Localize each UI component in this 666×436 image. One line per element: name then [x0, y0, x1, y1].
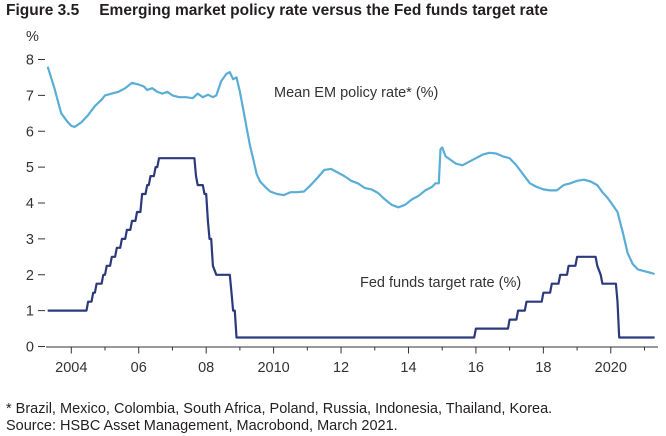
- x-tick-label: 08: [198, 360, 214, 376]
- x-tick-label: 06: [131, 360, 147, 376]
- y-tick-label: 7: [26, 88, 34, 104]
- label-fed-funds-rate: Fed funds target rate (%): [360, 275, 521, 291]
- series-line-em-policy-rate: [46, 66, 655, 276]
- figure-number: Figure 3.5: [6, 2, 80, 19]
- figure-title: Emerging market policy rate versus the F…: [99, 2, 548, 19]
- annotations: Mean EM policy rate* (%) Fed funds target…: [274, 85, 521, 291]
- footnote: * Brazil, Mexico, Colombia, South Africa…: [6, 401, 553, 417]
- y-tick-label: 0: [26, 340, 34, 356]
- y-tick-label: 3: [26, 232, 34, 248]
- x-tick-label: 12: [333, 360, 349, 376]
- chart-title: Figure 3.5 Emerging market policy rate ve…: [6, 2, 548, 20]
- y-tick-label: 5: [26, 160, 34, 176]
- label-em-policy-rate: Mean EM policy rate* (%): [274, 85, 438, 101]
- x-tick-label: 16: [468, 360, 484, 376]
- x-tick-label: 18: [535, 360, 551, 376]
- source-note: Source: HSBC Asset Management, Macrobond…: [6, 418, 398, 434]
- x-tick-label: 2020: [595, 360, 627, 376]
- y-tick-label: 4: [26, 196, 34, 212]
- y-axis-unit: %: [26, 29, 39, 45]
- x-tick-label: 14: [400, 360, 416, 376]
- y-tick-label: 2: [26, 268, 34, 284]
- y-tick-label: 1: [26, 304, 34, 320]
- x-tick-label: 2010: [257, 360, 289, 376]
- y-axis: % 0 1 2 3 4 5 6 7 8: [26, 29, 45, 356]
- y-tick-label: 8: [26, 53, 34, 69]
- series-line-fed-funds-rate: [47, 157, 655, 339]
- series-lines: [46, 66, 655, 339]
- x-axis: 2004 06 08 2010 12 14 16 18 2020: [46, 346, 658, 376]
- x-tick-label: 2004: [55, 360, 87, 376]
- y-tick-label: 6: [26, 124, 34, 140]
